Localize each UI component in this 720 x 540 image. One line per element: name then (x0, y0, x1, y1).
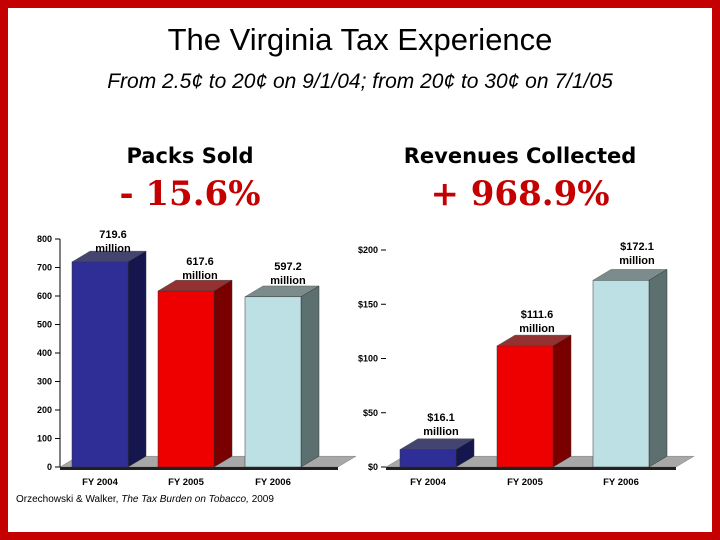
packs-floor-edge (60, 467, 338, 470)
packs-x-tick-label: FY 2006 (255, 477, 291, 488)
packs-x-tick-label: FY 2004 (82, 477, 118, 488)
packs-y-tick-label: 0 (47, 462, 52, 472)
revenue-bar (592, 280, 650, 468)
packs-panel-title: Packs Sold (126, 144, 254, 168)
revenue-bar-side (648, 269, 668, 468)
packs-y-tick-label: 300 (37, 377, 52, 387)
packs-bar (157, 290, 215, 468)
revenue-data-label: $172.1 (620, 241, 654, 253)
packs-data-label-unit: million (182, 270, 218, 282)
packs-y-tick-label: 600 (37, 291, 52, 301)
revenue-x-tick-label: FY 2005 (507, 477, 543, 488)
packs-y-tick-label: 500 (37, 320, 52, 330)
revenue-y-tick-label: $200 (358, 245, 378, 255)
source-book: The Tax Burden on Tobacco, (121, 494, 249, 505)
revenue-x-tick-label: FY 2004 (410, 477, 446, 488)
packs-bar (71, 261, 129, 468)
revenue-y-tick-label: $150 (358, 299, 378, 309)
packs-data-label: 597.2 (274, 261, 302, 273)
slide-title: The Virginia Tax Experience (167, 22, 553, 57)
revenue-data-label: $16.1 (427, 412, 455, 424)
packs-x-tick-label: FY 2005 (168, 477, 204, 488)
revenue-y-tick-label: $0 (368, 462, 378, 472)
source-authors: Orzechowski & Walker, (16, 494, 119, 505)
revenue-data-label-unit: million (519, 323, 555, 335)
packs-data-label: 719.6 (99, 229, 127, 241)
source-year: 2009 (251, 494, 274, 505)
revenues-change: + 968.9% (430, 174, 610, 214)
revenue-bar-side (552, 334, 572, 468)
packs-data-label-unit: million (95, 243, 131, 255)
revenue-data-label: $111.6 (521, 309, 553, 321)
revenue-bar (399, 449, 457, 468)
packs-bar (244, 296, 302, 468)
revenue-bar (496, 345, 554, 468)
packs-y-tick-label: 200 (37, 405, 52, 415)
packs-y-tick-label: 800 (37, 234, 52, 244)
revenue-data-label-unit: million (423, 426, 459, 438)
revenue-y-tick-label: $100 (358, 354, 378, 364)
packs-change: - 15.6% (119, 174, 261, 214)
revenue-data-label-unit: million (619, 255, 655, 267)
packs-y-tick-label: 100 (37, 434, 52, 444)
slide-subtitle: From 2.5¢ to 20¢ on 9/1/04; from 20¢ to … (107, 70, 613, 93)
packs-y-tick-label: 700 (37, 263, 52, 273)
packs-y-tick-label: 400 (37, 348, 52, 358)
revenue-floor-edge (386, 467, 676, 470)
source-citation: Orzechowski & Walker, The Tax Burden on … (16, 494, 274, 505)
packs-data-label: 617.6 (186, 256, 214, 268)
packs-data-label-unit: million (270, 275, 306, 287)
revenue-x-tick-label: FY 2006 (603, 477, 639, 488)
revenue-y-tick-label: $50 (363, 408, 378, 418)
revenues-panel-title: Revenues Collected (403, 144, 637, 168)
